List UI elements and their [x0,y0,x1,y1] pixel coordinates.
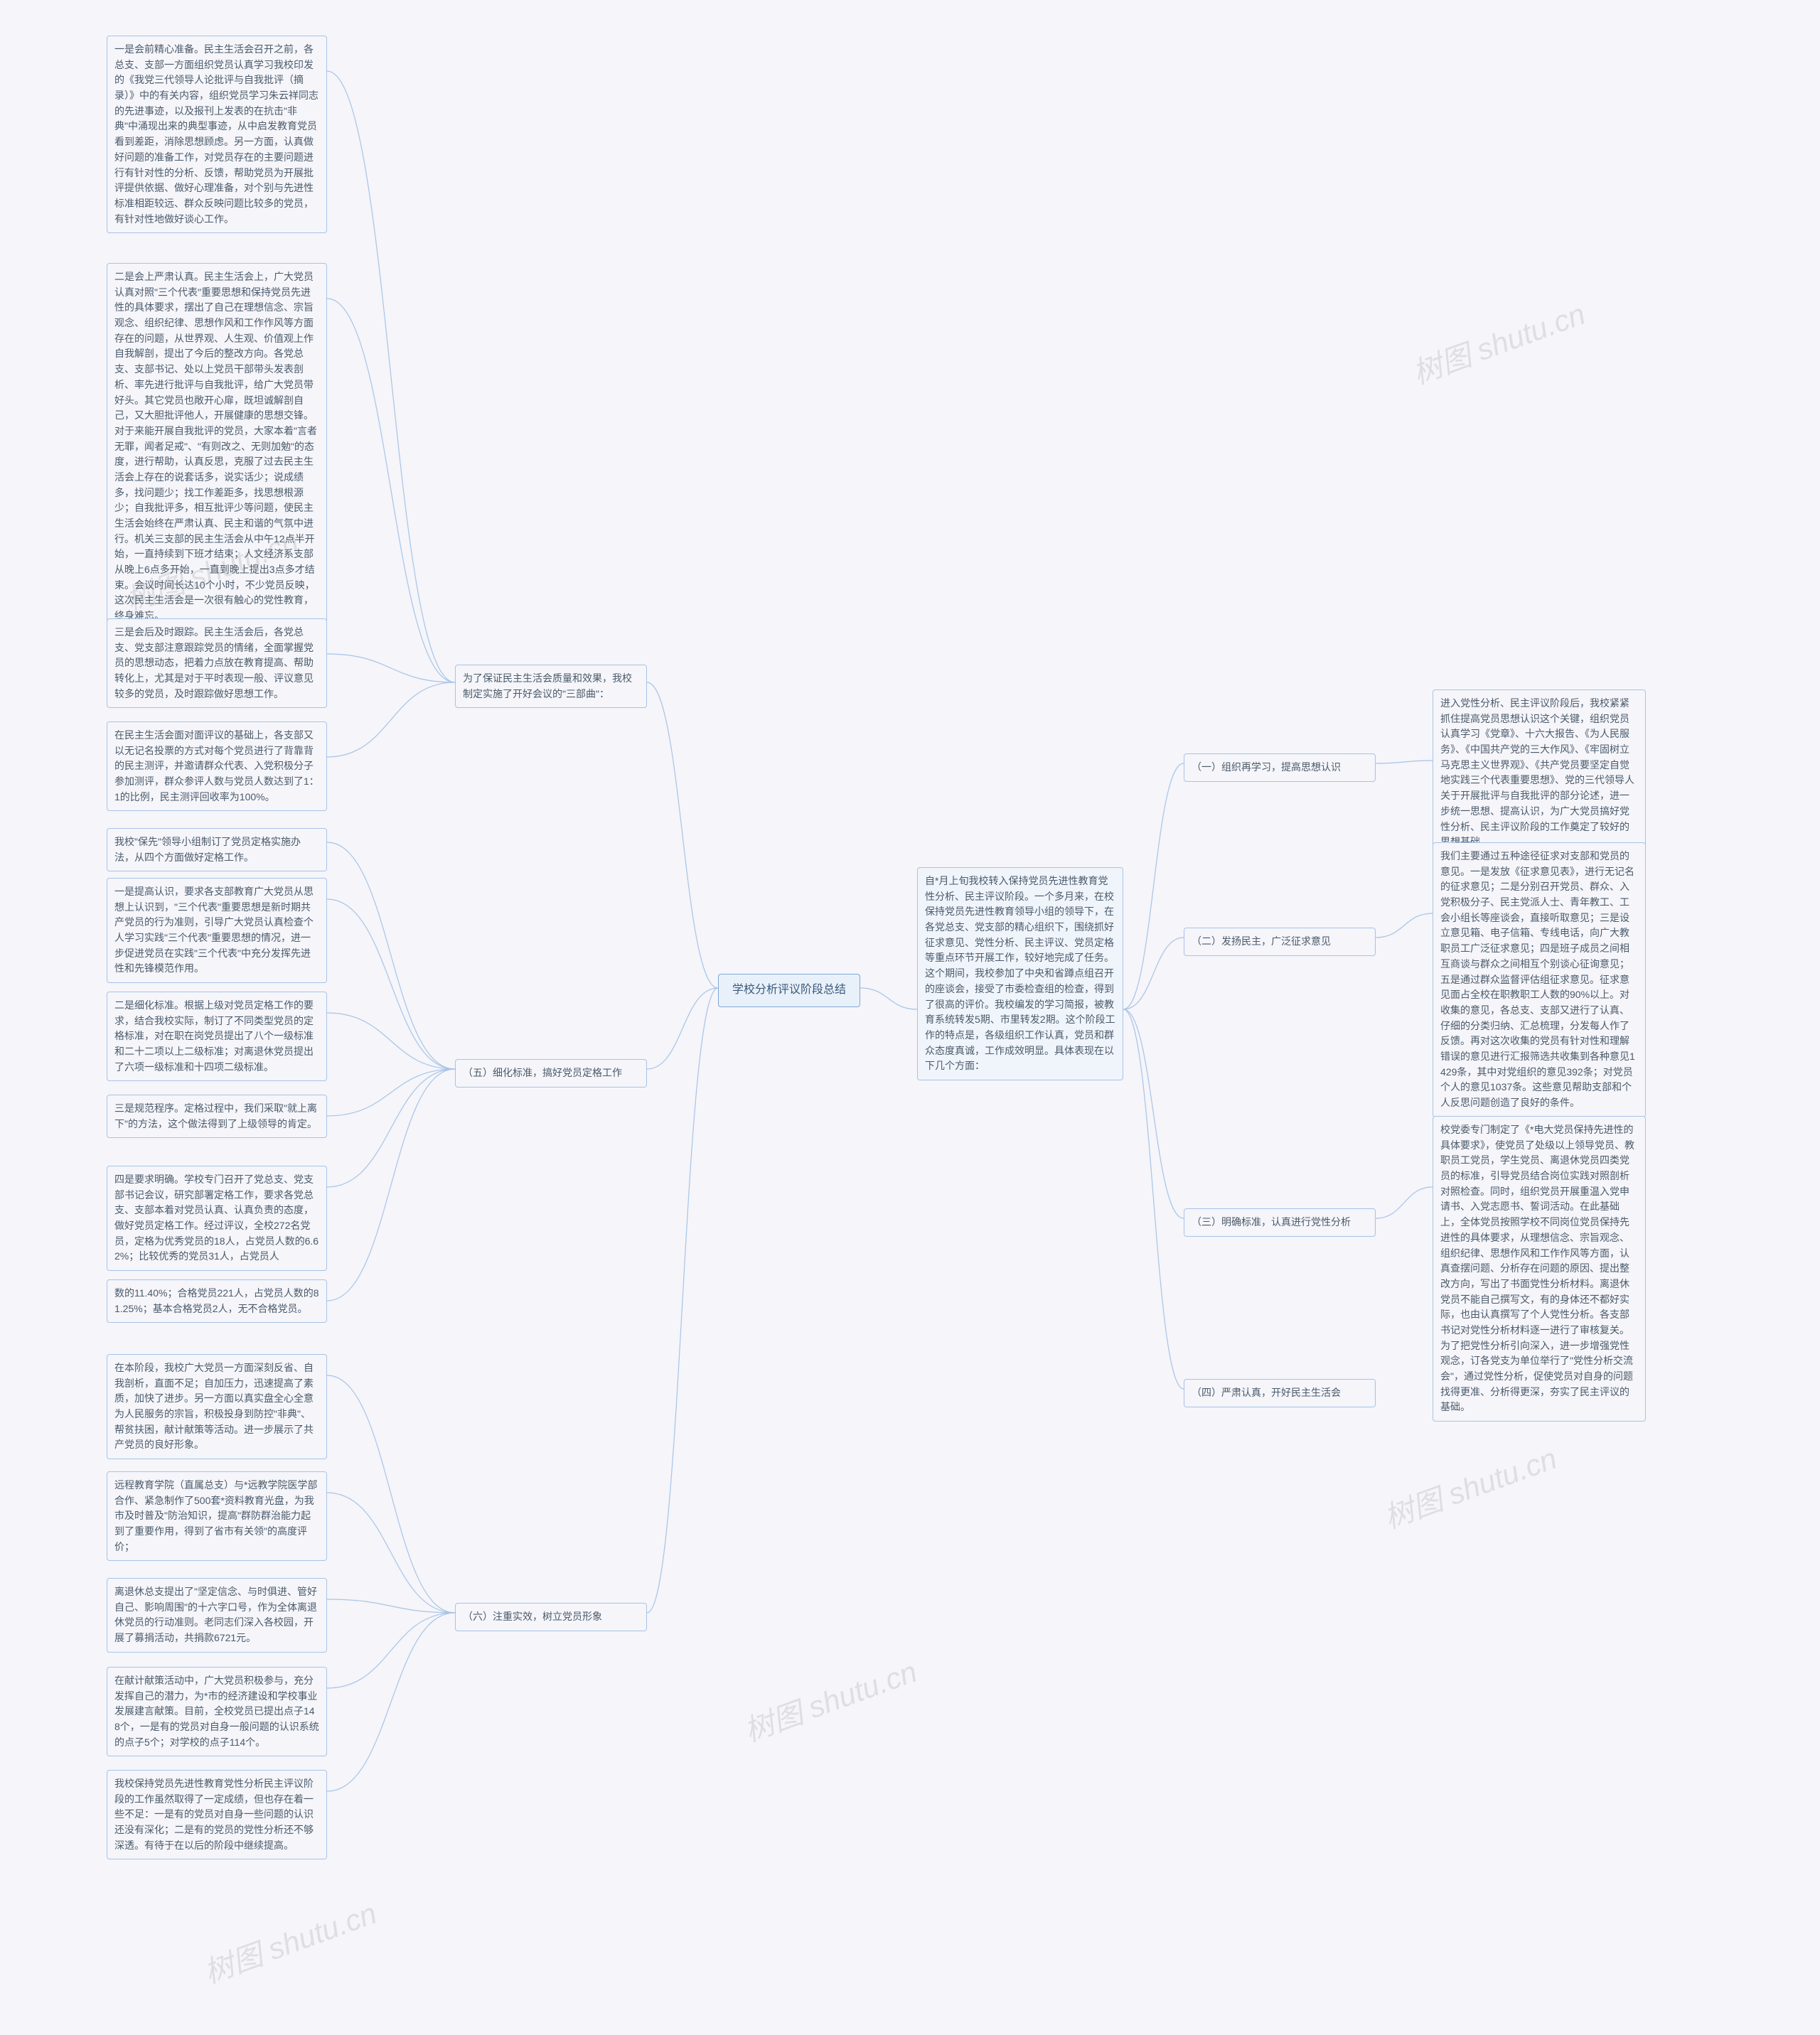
root-node: 学校分析评议阶段总结 [718,974,860,1007]
left-g3-item-4: 我校保持党员先进性教育党性分析民主评议阶段的工作虽然取得了一定成绩，但也存在着一… [107,1770,327,1859]
left-g2-item-0: 一是提高认识，要求各支部教育广大党员从思想上认识到，"三个代表"重要思想是新时期… [107,878,327,983]
right-label-2: （三）明确标准，认真进行党性分析 [1184,1208,1376,1237]
left-g1-item-0: 一是会前精心准备。民主生活会召开之前，各总支、支部一方面组织党员认真学习我校印发… [107,36,327,233]
left-g2-label: （五）细化标准，搞好党员定格工作 [455,1059,647,1088]
left-g1-item-2: 三是会后及时跟踪。民主生活会后，各党总支、党支部注意跟踪党员的情绪，全面掌握党员… [107,618,327,708]
watermark-4: 树图 shutu.cn [197,1889,382,1992]
watermark-1: 树图 shutu.cn [1406,290,1590,392]
right-text-1: 我们主要通过五种途径征求对支部和党员的意见。一是发放《征求意见表》，进行无记名的… [1433,842,1646,1117]
watermark-3: 树图 shutu.cn [737,1648,922,1750]
right-label-1: （二）发扬民主，广泛征求意见 [1184,928,1376,956]
left-g2-item-2: 三是规范程序。定格过程中，我们采取"就上离下"的方法，这个做法得到了上级领导的肯… [107,1095,327,1138]
left-g3-item-3: 在献计献策活动中，广大党员积极参与，充分发挥自己的潜力，为*市的经济建设和学校事… [107,1667,327,1756]
right-label-0: （一）组织再学习，提高思想认识 [1184,753,1376,782]
left-g3-item-0: 在本阶段，我校广大党员一方面深刻反省、自我剖析，直面不足；自加压力，迅速提高了素… [107,1354,327,1459]
right-text-2: 校党委专门制定了《*电大党员保持先进性的具体要求》，使党员了处级以上领导党员、教… [1433,1116,1646,1422]
right-label-3: （四）严肃认真，开好民主生活会 [1184,1379,1376,1407]
right-main: 自*月上旬我校转入保持党员先进性教育党性分析、民主评议阶段。一个多月来，在校保持… [917,867,1123,1080]
left-g1-item-3: 在民主生活会面对面评议的基础上，各支部又以无记名投票的方式对每个党员进行了背靠背… [107,721,327,811]
left-g3-item-2: 离退休总支提出了"坚定信念、与时俱进、管好自己、影响周围"的十六字口号，作为全体… [107,1578,327,1653]
left-g1-item-1: 二是会上严肃认真。民主生活会上，广大党员认真对照"三个代表"重要思想和保持党员先… [107,263,327,630]
right-text-0: 进入党性分析、民主评议阶段后，我校紧紧抓住提高党员思想认识这个关键，组织党员认真… [1433,689,1646,857]
watermark-2: 树图 shutu.cn [1377,1434,1562,1537]
left-g2-item-3: 四是要求明确。学校专门召开了党总支、党支部书记会议，研究部署定格工作，要求各党总… [107,1166,327,1271]
left-g3-item-1: 远程教育学院（直属总支）与*远教学院医学部合作、紧急制作了500套*资料教育光盘… [107,1471,327,1561]
left-g1-label: 为了保证民主生活会质量和效果，我校制定实施了开好会议的"三部曲"： [455,665,647,708]
left-g2-item-4: 数的11.40%；合格党员221人，占党员人数的81.25%；基本合格党员2人，… [107,1279,327,1323]
left-g2-intro: 我校"保先"领导小组制订了党员定格实施办法，从四个方面做好定格工作。 [107,828,327,871]
left-g3-label: （六）注重实效，树立党员形象 [455,1603,647,1631]
left-g2-item-1: 二是细化标准。根据上级对党员定格工作的要求，结合我校实际，制订了不同类型党员的定… [107,992,327,1081]
